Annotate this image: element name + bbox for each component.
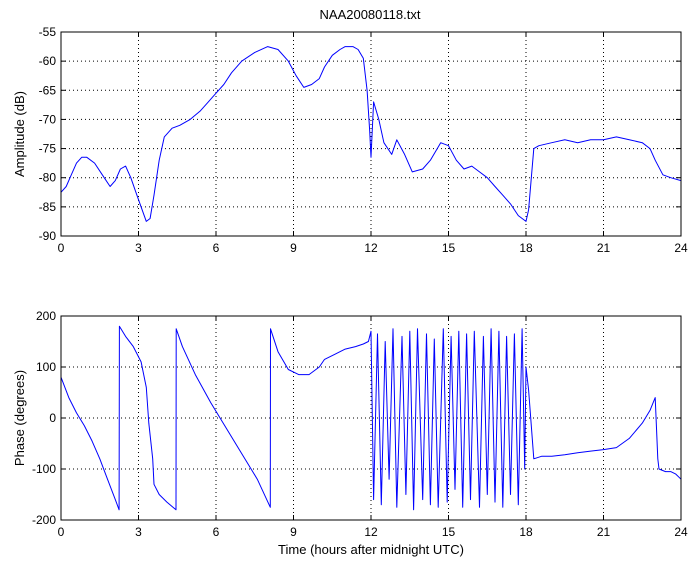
phase-y-tick-label: 200 [36, 309, 56, 323]
chart-title: NAA20080118.txt [320, 7, 421, 22]
amplitude-series-line [60, 46, 682, 222]
amplitude-x-tick-label: 6 [213, 241, 220, 255]
phase-x-tick-label: 9 [290, 525, 297, 539]
amplitude-plot-area [61, 32, 681, 236]
amplitude-y-tick-label: -85 [39, 200, 57, 214]
phase-x-tick-label: 21 [597, 525, 611, 539]
phase-x-tick-label: 15 [442, 525, 456, 539]
phase-panel: 0 3 6 9 12 15 18 21 24 -200 -100 0 100 200 Phase (degr… [12, 309, 688, 557]
phase-series-line [60, 325, 682, 511]
amplitude-y-axis-label: Amplitude (dB) [12, 91, 27, 177]
amplitude-x-tick-label: 21 [597, 241, 611, 255]
amplitude-y-tick-label: -75 [39, 142, 57, 156]
amplitude-x-tick-label: 9 [290, 241, 297, 255]
amplitude-y-tick-label: -70 [39, 112, 57, 126]
amplitude-x-tick-label: 0 [58, 241, 65, 255]
phase-x-tick-label: 18 [519, 525, 533, 539]
amplitude-y-tick-label: -80 [39, 171, 57, 185]
phase-x-tick-label: 12 [364, 525, 378, 539]
amplitude-panel: 0 3 6 9 12 15 18 21 24 -90 -85 -80 -75 -70 -65 -60 -55 Am… [12, 25, 688, 255]
phase-y-tick-label: -100 [32, 462, 56, 476]
amplitude-y-tick-label: -65 [39, 83, 57, 97]
phase-x-tick-label: 6 [213, 525, 220, 539]
amplitude-x-tick-label: 15 [442, 241, 456, 255]
phase-y-tick-label: 0 [49, 411, 56, 425]
phase-x-tick-label: 0 [58, 525, 65, 539]
amplitude-x-tick-label: 3 [135, 241, 142, 255]
amplitude-y-tick-label: -55 [39, 25, 57, 39]
phase-y-axis-label: Phase (degrees) [12, 370, 27, 466]
amplitude-x-tick-label: 18 [519, 241, 533, 255]
amplitude-x-tick-label: 24 [674, 241, 688, 255]
amplitude-x-tick-label: 12 [364, 241, 378, 255]
phase-x-tick-label: 3 [135, 525, 142, 539]
phase-y-tick-label: -200 [32, 513, 56, 527]
phase-x-tick-label: 24 [674, 525, 688, 539]
phase-y-tick-label: 100 [36, 360, 56, 374]
amplitude-y-tick-label: -60 [39, 54, 57, 68]
phase-x-axis-label: Time (hours after midnight UTC) [278, 542, 464, 557]
amplitude-y-tick-label: -90 [39, 229, 57, 243]
